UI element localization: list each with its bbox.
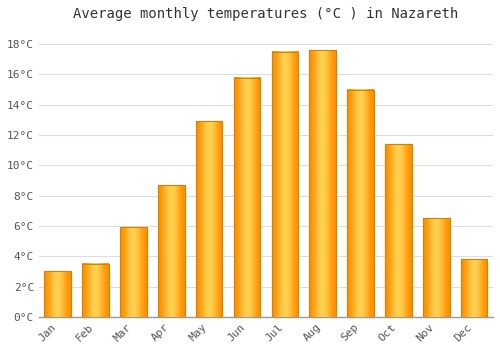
- Bar: [234, 77, 260, 317]
- Bar: [82, 264, 109, 317]
- Bar: [348, 90, 374, 317]
- Bar: [272, 52, 298, 317]
- Bar: [158, 185, 184, 317]
- Bar: [385, 144, 411, 317]
- Bar: [196, 121, 222, 317]
- Bar: [272, 52, 298, 317]
- Bar: [44, 271, 71, 317]
- Bar: [310, 50, 336, 317]
- Bar: [310, 50, 336, 317]
- Bar: [348, 90, 374, 317]
- Bar: [461, 259, 487, 317]
- Bar: [120, 228, 146, 317]
- Bar: [461, 259, 487, 317]
- Bar: [120, 228, 146, 317]
- Bar: [196, 121, 222, 317]
- Bar: [234, 77, 260, 317]
- Bar: [44, 271, 71, 317]
- Title: Average monthly temperatures (°C ) in Nazareth: Average monthly temperatures (°C ) in Na…: [74, 7, 458, 21]
- Bar: [158, 185, 184, 317]
- Bar: [82, 264, 109, 317]
- Bar: [423, 218, 450, 317]
- Bar: [385, 144, 411, 317]
- Bar: [423, 218, 450, 317]
